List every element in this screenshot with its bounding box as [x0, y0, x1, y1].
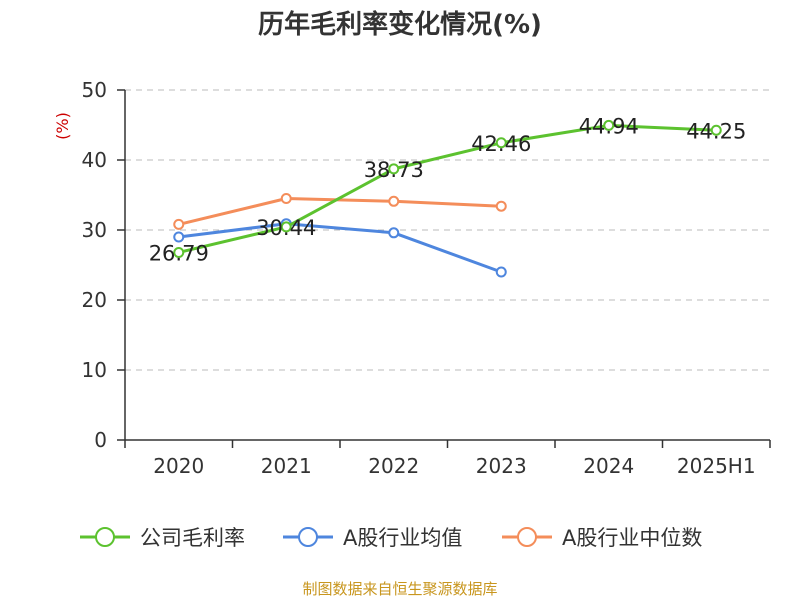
series-point: [495, 200, 507, 212]
series-line: [178, 197, 502, 226]
data-labels: 26.79 30.44 38.73 42.46 44.94 44.25: [149, 114, 747, 265]
data-label: 44.25: [686, 119, 746, 143]
source-note: 制图数据来自恒生聚源数据库: [302, 580, 497, 598]
grid: [125, 89, 770, 371]
data-label: 38.73: [364, 158, 424, 182]
series-line: [178, 123, 717, 254]
y-axis-label: (%): [53, 112, 72, 140]
series-point: [173, 246, 185, 258]
y-tick-label: 10: [82, 358, 107, 382]
y-tick-label: 0: [94, 428, 107, 452]
x-tick-label: 2024: [583, 454, 634, 478]
legend-label: A股行业中位数: [562, 526, 702, 550]
chart-title: 历年毛利率变化情况(%): [258, 9, 542, 40]
axes: 0 10 20 30 40 50 2020 2021 2022 2023 2024 2025H1: [82, 78, 771, 478]
y-tick-label: 20: [82, 288, 107, 312]
series-point: [388, 227, 400, 239]
series-point: [173, 231, 185, 243]
y-tick-label: 50: [82, 78, 107, 102]
series-point: [495, 137, 507, 149]
series-point: [388, 195, 400, 207]
series-point: [280, 221, 292, 233]
legend-label: 公司毛利率: [140, 526, 245, 550]
series: [173, 119, 722, 278]
x-tick-label: 2021: [261, 454, 312, 478]
x-tick-label: 2020: [153, 454, 204, 478]
legend-marker: [95, 527, 115, 547]
legend-marker: [298, 527, 318, 547]
series-point: [710, 124, 722, 136]
data-label: 44.94: [579, 114, 639, 138]
series-point: [173, 218, 185, 230]
y-tick-label: 30: [82, 218, 107, 242]
series-line: [178, 222, 502, 274]
series-point: [495, 266, 507, 278]
y-tick-label: 40: [82, 148, 107, 172]
data-label: 42.46: [471, 132, 531, 156]
x-tick-label: 2023: [476, 454, 527, 478]
legend-marker: [517, 527, 537, 547]
series-point: [280, 193, 292, 204]
series-point: [603, 119, 615, 131]
legend-label: A股行业均值: [343, 526, 462, 550]
x-tick-label: 2022: [368, 454, 419, 478]
data-label: 26.79: [149, 241, 209, 265]
x-tick-label: 2025H1: [677, 454, 756, 478]
data-label: 30.44: [256, 216, 316, 240]
series-point: [388, 163, 400, 175]
legend: 公司毛利率 A股行业均值 A股行业中位数: [80, 526, 702, 550]
